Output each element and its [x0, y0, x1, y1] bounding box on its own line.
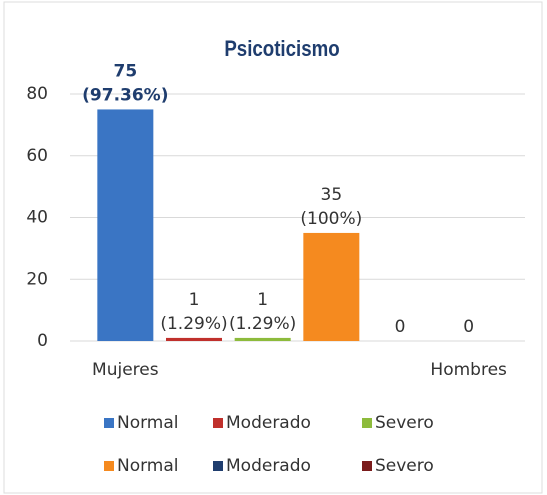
data-label-line: (100%) — [300, 209, 362, 229]
bar — [303, 232, 360, 341]
data-label: 0 — [395, 317, 406, 337]
legend-label: Normal — [117, 456, 179, 476]
chart-title: Psicoticismo — [224, 37, 339, 61]
data-label: 35 (100%) — [300, 185, 362, 229]
bar — [97, 109, 154, 341]
y-tick-label: 0 — [37, 331, 48, 351]
data-label-line: (1.29%) — [229, 314, 296, 334]
data-label-line: 1 — [257, 290, 268, 310]
legend-swatch — [213, 418, 223, 428]
legend-swatch — [362, 461, 372, 471]
legend-swatch — [362, 418, 372, 428]
y-tick-label: 20 — [26, 269, 48, 289]
data-label: 0 — [463, 317, 474, 337]
legend-label: Moderado — [226, 456, 311, 476]
x-tick-label: Hombres — [430, 360, 507, 380]
data-label-line: (1.29%) — [160, 314, 227, 334]
data-label-line: (97.36%) — [82, 85, 168, 105]
chart-frame — [3, 1, 543, 494]
data-label: 1 (1.29%) — [229, 290, 296, 334]
data-label-line: 0 — [463, 317, 474, 337]
legend-label: Severo — [375, 456, 434, 476]
bar — [166, 337, 222, 341]
data-label: 75 (97.36%) — [82, 61, 168, 105]
bar — [234, 337, 291, 341]
data-label-line: 75 — [113, 61, 137, 81]
legend-swatch — [104, 418, 114, 428]
data-label-line: 35 — [321, 185, 343, 205]
y-tick-label: 40 — [26, 208, 48, 228]
y-tick-label: 60 — [26, 146, 48, 166]
data-label-line: 1 — [189, 290, 200, 310]
data-label: 1 (1.29%) — [160, 290, 227, 334]
legend-label: Severo — [375, 413, 434, 433]
legend-label: Normal — [117, 413, 179, 433]
legend-label: Moderado — [226, 413, 311, 433]
y-tick-label: 80 — [26, 84, 48, 104]
legend-swatch — [213, 461, 223, 471]
data-label-line: 0 — [395, 317, 406, 337]
legend-swatch — [104, 461, 114, 471]
x-tick-label: Mujeres — [92, 360, 159, 380]
